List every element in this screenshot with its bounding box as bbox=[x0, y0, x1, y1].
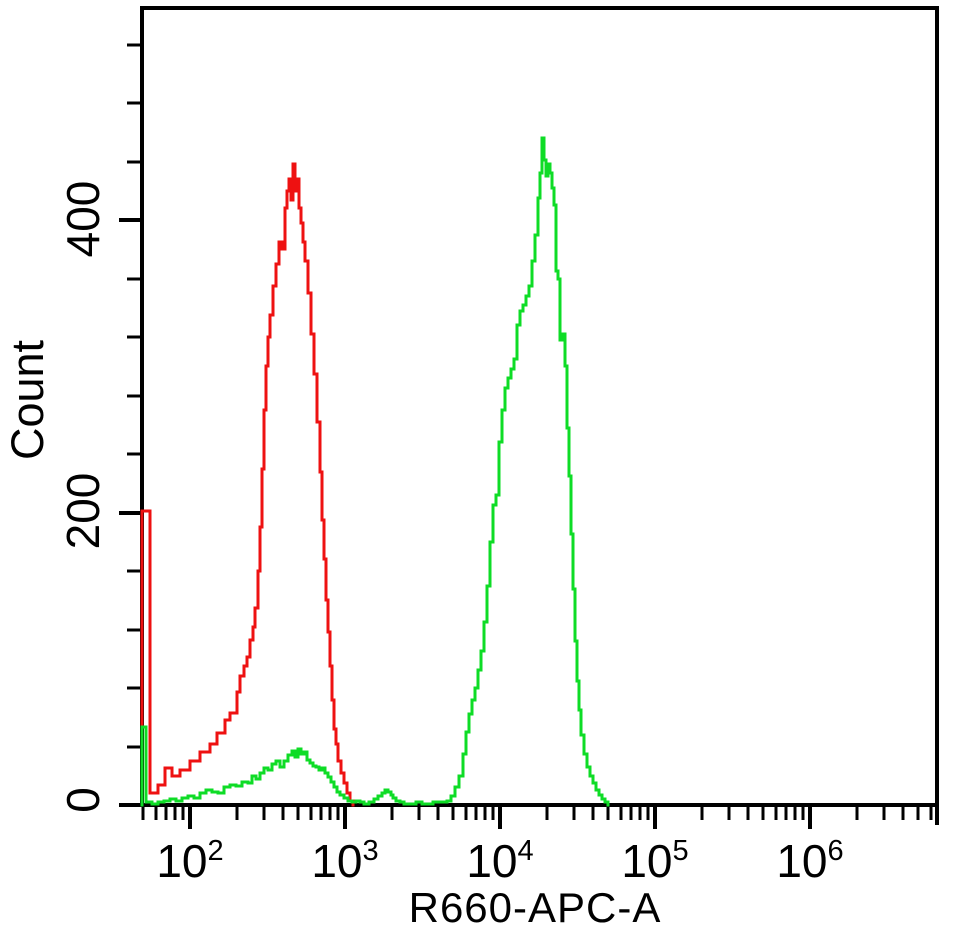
x-tick-label-1e5: 105 bbox=[575, 835, 735, 892]
x-tick-label-1e2: 102 bbox=[110, 835, 270, 892]
x-tick-base: 10 bbox=[311, 835, 363, 887]
x-tick-exp: 2 bbox=[207, 835, 224, 867]
x-tick-base: 10 bbox=[156, 835, 208, 887]
x-tick-base: 10 bbox=[776, 835, 828, 887]
x-tick-label-1e6: 106 bbox=[730, 835, 890, 892]
y-axis-title: Count bbox=[2, 339, 53, 461]
y-tick-label-400: 400 bbox=[57, 180, 109, 258]
red-histogram bbox=[140, 162, 355, 807]
x-tick-label-1e4: 104 bbox=[420, 835, 580, 892]
x-axis-title: R660-APC-A bbox=[408, 884, 662, 931]
y-tick-label-200: 200 bbox=[57, 472, 109, 550]
green-histogram bbox=[140, 136, 610, 807]
x-tick-base: 10 bbox=[466, 835, 518, 887]
x-tick-exp: 5 bbox=[672, 835, 689, 867]
y-tick-label-0: 0 bbox=[57, 787, 109, 813]
x-tick-exp: 6 bbox=[827, 835, 844, 867]
plot-frame bbox=[140, 6, 939, 807]
x-tick-exp: 4 bbox=[517, 835, 534, 867]
x-tick-label-1e3: 103 bbox=[265, 835, 425, 892]
x-tick-base: 10 bbox=[621, 835, 673, 887]
x-tick-exp: 3 bbox=[362, 835, 379, 867]
